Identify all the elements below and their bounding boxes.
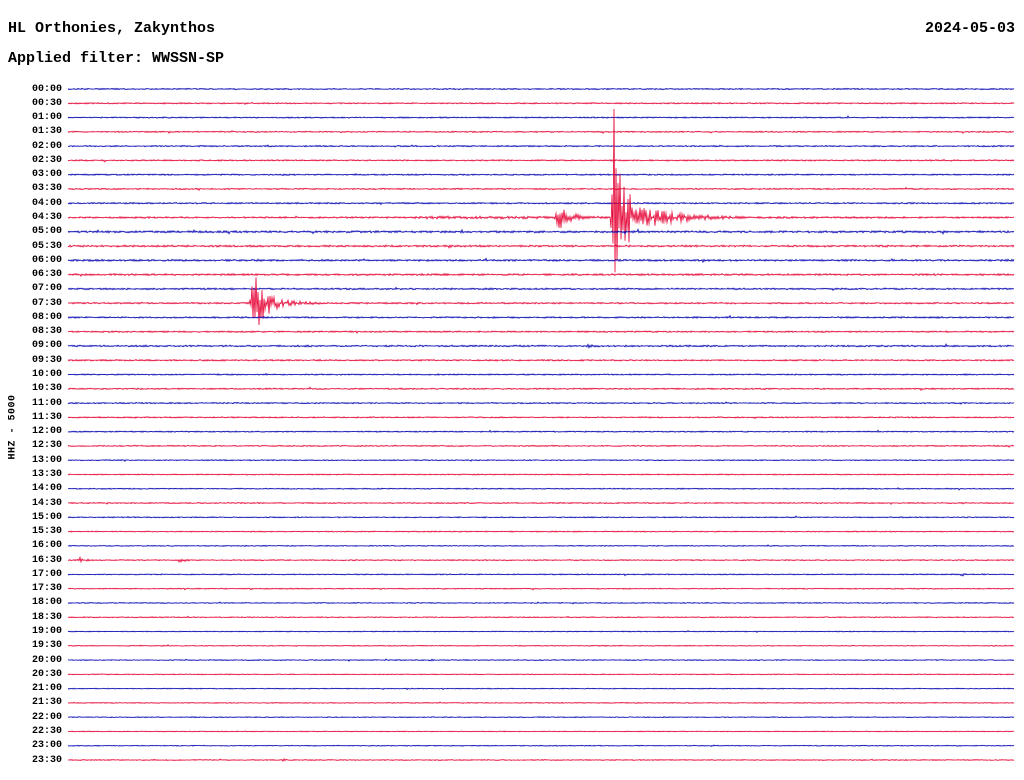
time-label: 23:00 — [31, 740, 62, 752]
time-label: 01:00 — [31, 112, 62, 124]
time-label: 10:00 — [31, 369, 62, 381]
time-label: 17:00 — [31, 568, 62, 580]
time-label: 11:30 — [31, 411, 62, 423]
time-label: 14:30 — [31, 497, 62, 509]
time-label: 10:30 — [31, 383, 62, 395]
time-label: 00:00 — [31, 83, 62, 95]
time-label: 00:30 — [31, 97, 62, 109]
time-label: 19:30 — [31, 640, 62, 652]
time-label: 12:00 — [31, 426, 62, 438]
time-label: 23:30 — [31, 754, 62, 766]
time-label: 02:00 — [31, 140, 62, 152]
time-label: 01:30 — [31, 126, 62, 138]
time-label: 12:30 — [31, 440, 62, 452]
time-label: 04:30 — [31, 211, 62, 223]
time-label: 11:00 — [31, 397, 62, 409]
time-label: 16:30 — [31, 554, 62, 566]
filter-label: Applied filter: WWSSN-SP — [8, 50, 225, 67]
time-label: 06:00 — [31, 254, 62, 266]
time-label: 03:00 — [31, 169, 62, 181]
time-label: 22:30 — [31, 725, 62, 737]
time-label: 19:00 — [31, 626, 62, 637]
time-label: 13:00 — [31, 454, 62, 466]
time-label: 14:00 — [31, 483, 62, 495]
time-label: 08:30 — [31, 326, 62, 338]
time-label: 06:30 — [31, 269, 62, 281]
time-label: 09:00 — [31, 340, 62, 352]
time-label: 20:00 — [31, 654, 62, 666]
time-label: 05:00 — [31, 226, 62, 238]
time-label: 09:30 — [31, 354, 62, 366]
time-label: 03:30 — [31, 183, 62, 195]
date-label: 2024-05-03 — [924, 20, 1015, 37]
time-label: 07:30 — [31, 297, 62, 309]
time-label: 08:00 — [31, 311, 62, 323]
time-label: 15:00 — [31, 511, 62, 523]
time-label: 07:00 — [31, 283, 62, 295]
station-title: HL Orthonies, Zakynthos — [8, 20, 216, 37]
time-label: 22:00 — [31, 711, 62, 723]
time-label: 21:30 — [31, 697, 62, 709]
time-label: 13:30 — [31, 468, 62, 480]
time-label: 15:30 — [31, 526, 62, 538]
time-label: 02:30 — [31, 154, 62, 166]
time-label: 18:30 — [31, 611, 62, 623]
time-label: 20:30 — [31, 668, 62, 680]
time-label: 21:00 — [31, 683, 62, 695]
time-label: 04:00 — [31, 197, 62, 209]
time-label: 18:00 — [31, 597, 62, 609]
time-label: 05:30 — [31, 240, 62, 252]
time-label: 17:30 — [31, 583, 62, 595]
time-label: 16:00 — [31, 540, 62, 552]
